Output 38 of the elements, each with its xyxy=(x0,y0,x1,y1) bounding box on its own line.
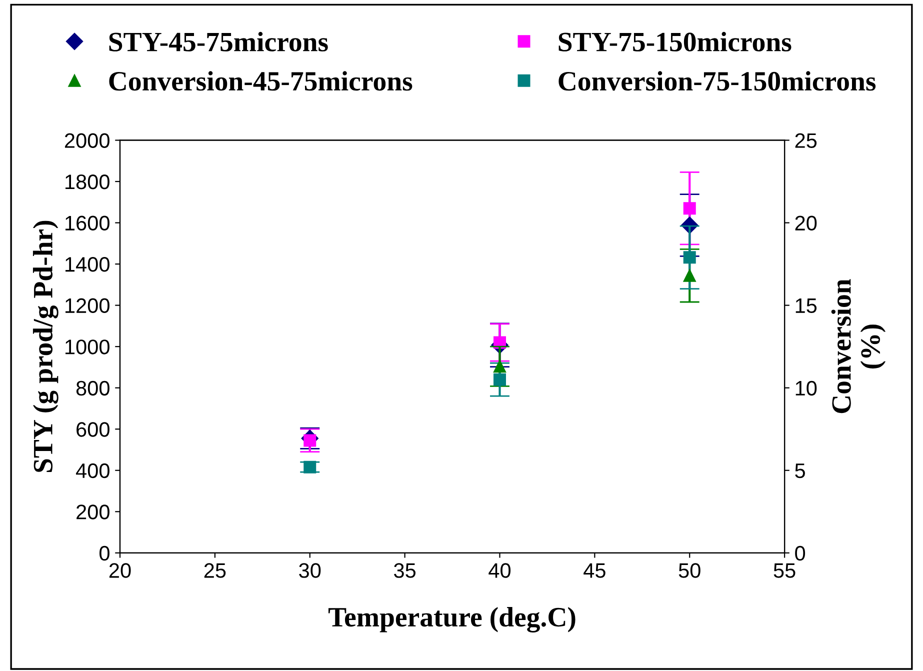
point xyxy=(304,460,316,474)
legend-label: Conversion-45-75microns xyxy=(109,71,412,91)
y2-tick-label: 0 xyxy=(795,546,806,561)
legend-label: Conversion-75-150microns xyxy=(558,71,876,91)
y2-tick-label: 10 xyxy=(796,380,817,396)
x-tick-label: 45 xyxy=(584,563,606,578)
y-tick-label: 600 xyxy=(76,422,110,437)
x-tick-label: 55 xyxy=(774,563,796,578)
legend-label: STY-45-75microns xyxy=(109,32,328,52)
x-tick-label: 25 xyxy=(204,563,226,578)
y-tick-label: 1600 xyxy=(66,216,110,231)
point xyxy=(683,202,696,215)
point xyxy=(683,269,696,282)
y-tick-label: 1800 xyxy=(66,174,110,190)
point xyxy=(683,251,696,264)
y-tick-label: 400 xyxy=(76,463,110,478)
y-axis-title: STY (g prod/g Pd-hr) xyxy=(32,220,58,472)
y2-tick-label: 25 xyxy=(795,133,817,148)
y2-tick-label: 15 xyxy=(796,298,817,314)
point xyxy=(493,373,506,386)
x-tick-label: 35 xyxy=(394,563,416,578)
y-tick-label: 800 xyxy=(76,380,110,396)
legend-label: STY-75-150microns xyxy=(558,32,792,52)
y2-axis-title: Conversion (%) xyxy=(831,279,886,414)
y-tick-label: 0 xyxy=(99,546,110,561)
x-tick-label: 20 xyxy=(109,563,131,578)
point xyxy=(493,360,506,373)
y2-tick-label: 20 xyxy=(795,216,817,231)
x-tick-label: 50 xyxy=(678,563,700,578)
y-tick-label: 1200 xyxy=(66,298,110,314)
y-tick-label: 2000 xyxy=(64,133,110,148)
y-tick-label: 1000 xyxy=(66,340,110,354)
y2-tick-label: 5 xyxy=(795,464,805,478)
y-tick-label: 200 xyxy=(76,504,110,520)
x-tick-label: 30 xyxy=(299,563,321,578)
y-tick-label: 1400 xyxy=(66,257,110,272)
x-axis-title: Temperature (deg.C) xyxy=(328,607,576,632)
x-tick-label: 40 xyxy=(488,563,511,578)
